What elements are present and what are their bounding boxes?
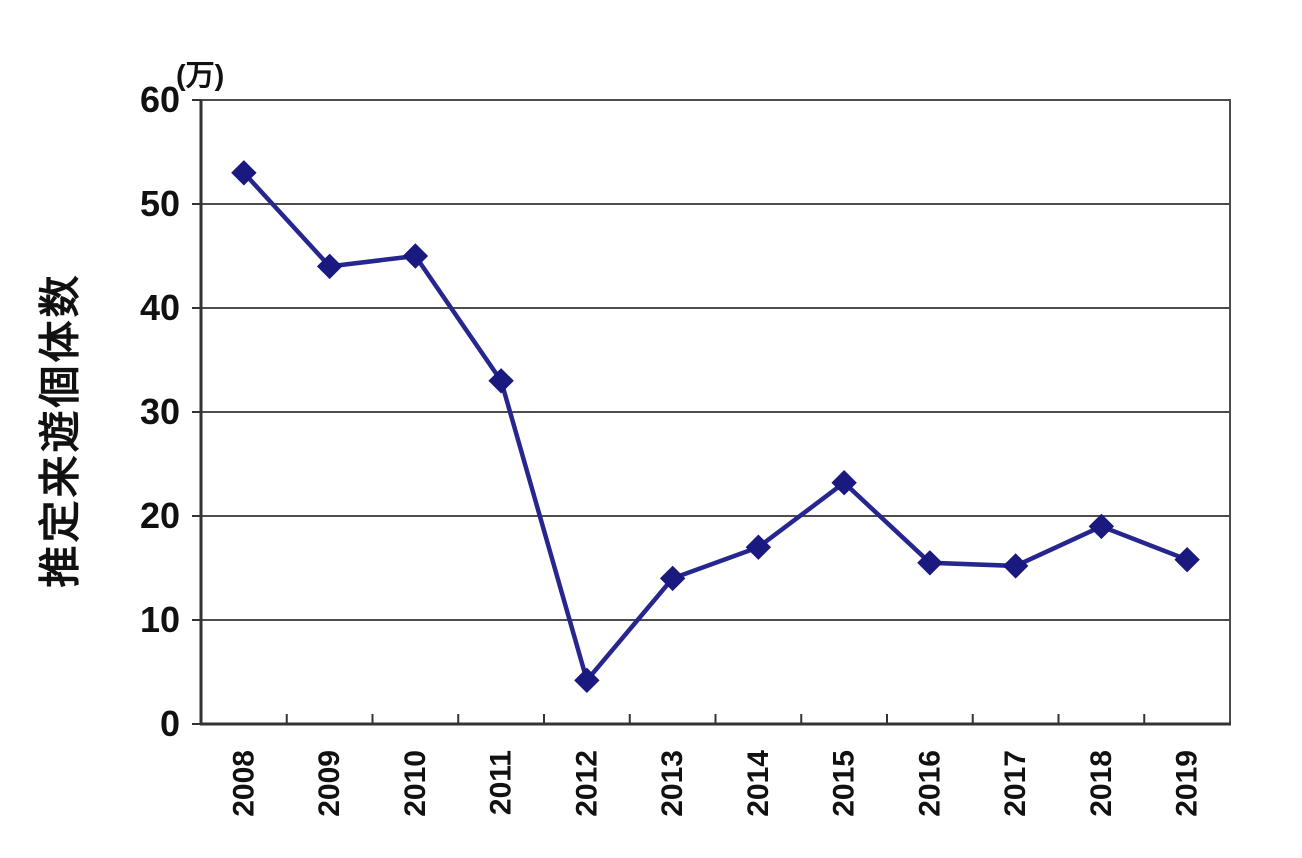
x-tick-label-2016: 2016 <box>913 750 946 817</box>
data-point-2016 <box>917 550 943 576</box>
data-point-2010 <box>402 243 429 269</box>
x-tick-label-2019: 2019 <box>1171 750 1204 817</box>
x-tick-label-2014: 2014 <box>742 750 775 817</box>
x-tick-label-2012: 2012 <box>570 750 603 817</box>
x-tick-label-2018: 2018 <box>1085 750 1118 817</box>
x-tick-label-2013: 2013 <box>656 750 689 817</box>
y-axis-unit-label: (万) <box>176 60 225 92</box>
axes <box>192 99 1231 726</box>
data-point-2019 <box>1174 546 1200 573</box>
x-tick-label-2009: 2009 <box>313 750 346 817</box>
data-point-2008 <box>231 160 257 186</box>
data-point-2018 <box>1088 513 1115 540</box>
x-tick-label-2017: 2017 <box>999 750 1032 817</box>
gridlines <box>201 203 1230 621</box>
x-tick-label-2015: 2015 <box>828 750 861 817</box>
data-point-2014 <box>745 534 772 560</box>
data-point-2013 <box>659 565 686 592</box>
y-tick-label-60: 60 <box>140 79 180 120</box>
y-tick-label-20: 20 <box>140 495 180 536</box>
data-point-2009 <box>316 253 343 280</box>
y-tick-label-30: 30 <box>140 391 180 432</box>
axis-tick-labels: 0 10 20 30 40 50 60 2008 2009 2010 2011 2012 2013 201… <box>140 79 1204 817</box>
x-tick-label-2011: 2011 <box>485 750 518 815</box>
data-series <box>231 160 1200 694</box>
data-point-2011 <box>488 368 514 394</box>
y-tick-label-40: 40 <box>140 287 180 328</box>
x-tick-label-2010: 2010 <box>399 750 432 817</box>
x-tick-label-2008: 2008 <box>227 750 260 817</box>
data-point-2015 <box>831 470 857 496</box>
y-tick-label-10: 10 <box>140 599 180 640</box>
data-point-2017 <box>1002 553 1029 579</box>
series-line-0 <box>242 171 1188 686</box>
data-point-2012 <box>574 667 600 694</box>
y-tick-label-0: 0 <box>160 703 180 744</box>
y-tick-label-50: 50 <box>140 183 180 224</box>
